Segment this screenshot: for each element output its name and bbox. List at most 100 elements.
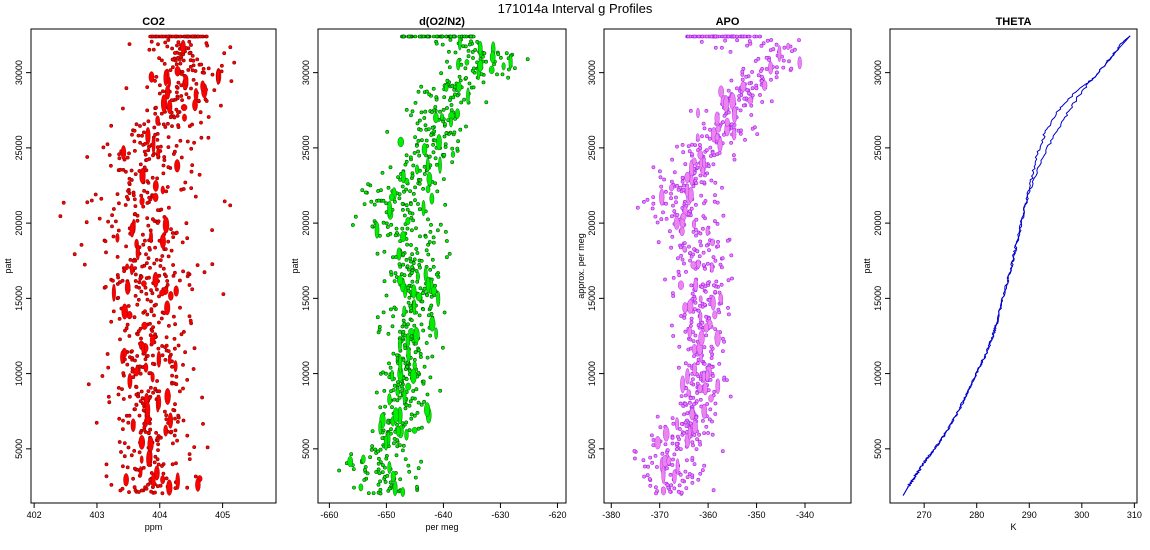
apo-point (682, 261, 686, 266)
co2-point-cluster (145, 401, 151, 419)
co2-point (149, 489, 154, 494)
co2-point (127, 413, 132, 418)
co2-point (172, 51, 177, 55)
o2n2-point-cluster (456, 58, 461, 71)
apo-point (680, 142, 685, 147)
o2n2-point (381, 220, 386, 225)
o2n2-y-tick-label: 30000 (301, 60, 311, 85)
co2-point (164, 189, 169, 194)
apo-plot-frame (603, 28, 852, 504)
apo-point (683, 401, 688, 406)
co2-point (104, 250, 108, 255)
o2n2-point (419, 110, 424, 115)
apo-point-cluster (673, 216, 680, 230)
co2-point (168, 68, 173, 73)
o2n2-point (500, 72, 505, 77)
co2-point (144, 157, 149, 162)
apo-point (750, 93, 755, 98)
co2-point-cluster (159, 289, 166, 297)
co2-point (139, 389, 144, 394)
apo-point (682, 315, 687, 320)
o2n2-point-cluster (425, 157, 430, 173)
apo-plot-area (632, 34, 802, 496)
co2-point-cluster (180, 39, 186, 54)
co2-point (170, 373, 175, 378)
o2n2-point (416, 138, 421, 143)
co2-point (176, 343, 181, 348)
o2n2-point (412, 323, 417, 328)
co2-point (199, 62, 204, 67)
co2-point (170, 65, 175, 70)
apo-point (696, 477, 701, 482)
apo-point (679, 490, 684, 495)
o2n2-point (401, 318, 406, 323)
apo-point (744, 74, 749, 79)
co2-point (132, 128, 137, 133)
co2-point (192, 140, 197, 145)
co2-point (161, 163, 166, 168)
co2-point (145, 190, 150, 195)
o2n2-point (394, 453, 399, 458)
co2-point (111, 278, 115, 283)
apo-point (671, 421, 676, 426)
co2-point (151, 47, 156, 52)
apo-point (658, 175, 663, 180)
co2-point (89, 198, 94, 203)
apo-point (693, 300, 698, 305)
apo-point (683, 420, 688, 425)
co2-y-tick-label: 15000 (14, 286, 24, 311)
o2n2-point-cluster (400, 231, 407, 243)
co2-point (139, 488, 144, 493)
o2n2-point (394, 226, 399, 231)
co2-point (164, 274, 168, 279)
apo-point (663, 442, 668, 447)
o2n2-point (404, 153, 409, 158)
apo-point (703, 266, 707, 271)
o2n2-point (396, 382, 401, 387)
apo-point-cluster (702, 382, 708, 396)
co2-point (157, 56, 162, 61)
o2n2-point-cluster (390, 369, 394, 382)
co2-point (146, 389, 151, 394)
apo-point (671, 203, 675, 208)
co2-point (110, 213, 115, 218)
o2n2-point (482, 51, 487, 56)
o2n2-point (384, 201, 389, 206)
apo-point (686, 144, 691, 149)
co2-y-axis-label: patt (3, 258, 13, 274)
apo-y-tick-label: 10000 (587, 361, 597, 386)
apo-point (760, 100, 765, 104)
co2-point (159, 207, 164, 212)
apo-point (685, 475, 690, 480)
o2n2-point-cluster (397, 337, 402, 352)
apo-point (761, 41, 766, 46)
o2n2-point (369, 199, 374, 204)
o2n2-point (453, 92, 457, 97)
o2n2-point (419, 402, 424, 407)
apo-point (665, 448, 670, 453)
apo-x-tick-label: -340 (796, 510, 814, 520)
o2n2-point (400, 448, 405, 453)
co2-point (156, 462, 161, 467)
co2-point (181, 187, 186, 191)
co2-point (144, 261, 149, 266)
apo-point (706, 431, 711, 435)
o2n2-point-cluster (405, 382, 412, 391)
apo-y-tick-label: 30000 (587, 60, 597, 85)
o2n2-point-cluster (411, 426, 418, 434)
co2-point (190, 163, 195, 168)
o2n2-point-cluster (392, 480, 398, 497)
co2-point (155, 379, 160, 383)
apo-point (670, 214, 674, 219)
o2n2-point (444, 255, 449, 260)
co2-point-cluster (160, 94, 167, 113)
apo-point-cluster (687, 425, 692, 440)
theta-x-tick-label: 290 (1022, 510, 1037, 520)
o2n2-point-cluster (413, 327, 420, 344)
o2n2-point (431, 240, 436, 245)
co2-point (191, 63, 196, 68)
co2-point-cluster (195, 477, 201, 492)
co2-point-cluster (145, 127, 151, 145)
o2n2-point (422, 399, 427, 404)
o2n2-point (435, 189, 440, 194)
